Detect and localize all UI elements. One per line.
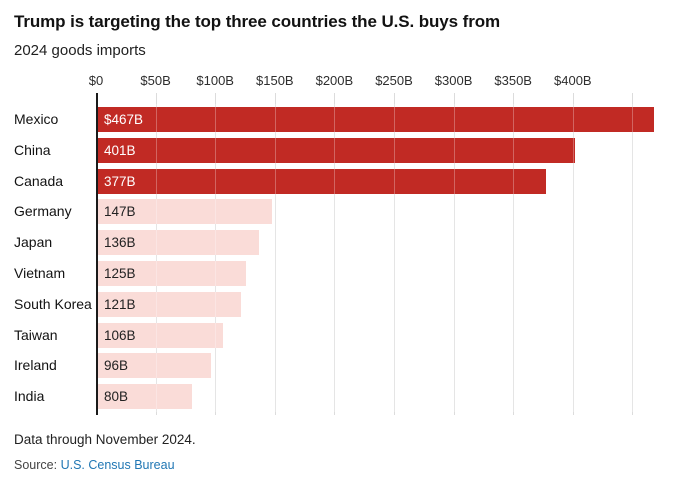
gridline [274,93,276,415]
bar: 106B [97,322,224,348]
gridline-overlay [334,104,336,412]
category-label: India [14,388,45,405]
x-tick-label: $200B [315,73,354,88]
bar: 147B [97,199,273,225]
category-label: Vietnam [14,265,66,281]
gridline [453,93,455,415]
gridline-overlay [215,104,217,412]
bar-value-label: $467B [104,112,144,127]
gridline [394,93,395,415]
chart-subtitle: 2024 goods imports [14,42,146,59]
bar: 136B [97,230,260,256]
gridline-overlay [513,104,515,412]
source-link[interactable]: U.S. Census Bureau [60,458,175,472]
bar: 125B [97,261,246,286]
x-tick-label: $250B [375,73,413,88]
gridline [572,93,574,415]
category-label: China [14,141,51,158]
category-label: Japan [14,234,53,251]
bar-value-label: 377B [104,173,136,189]
source-label: Source: [14,458,58,472]
x-tick-label: $350B [494,73,532,88]
category-label: Mexico [14,111,59,127]
bar: 96B [97,353,212,379]
zero-axis-line [96,93,98,415]
gridline [334,93,336,415]
gridline-overlay [155,104,157,412]
footer-source: Source: U.S. Census Bureau [14,458,175,472]
gridline-overlay [394,104,395,412]
bar: 80B [97,384,193,410]
chart-title: Trump is targeting the top three countri… [14,12,501,31]
x-tick-label: $0 [88,73,104,88]
gridline [513,93,515,415]
bar-value-label: 96B [104,358,129,374]
gridline-overlay [572,104,574,412]
bar-value-label: 147B [104,204,136,220]
bar-value-label: 106B [104,327,136,343]
gridline [632,93,634,415]
x-tick-label: $100B [196,73,234,88]
bar: 121B [97,291,242,317]
bar: 377B [97,168,547,194]
bar-value-label: 136B [104,235,136,251]
x-tick-label: $50B [140,73,171,88]
bar-value-label: 125B [104,266,136,281]
gridline-overlay [632,104,634,412]
footer-note: Data through November 2024. [14,432,196,447]
category-label: Canada [14,172,64,189]
category-label: Germany [14,203,72,220]
x-tick-label: $150B [256,73,294,88]
gridline-overlay [274,104,276,412]
bar: 401B [97,137,575,163]
x-tick-label: $400B [554,73,592,88]
bar-value-label: 401B [104,142,136,158]
gridline-overlay [453,104,455,412]
bar-value-label: 80B [104,389,129,405]
category-label: Taiwan [14,326,58,343]
category-label: South Korea [14,295,92,312]
bar-value-label: 121B [104,296,136,312]
bar: $467B [97,107,654,132]
x-tick-label: $300B [434,73,473,88]
category-label: Ireland [14,357,57,374]
